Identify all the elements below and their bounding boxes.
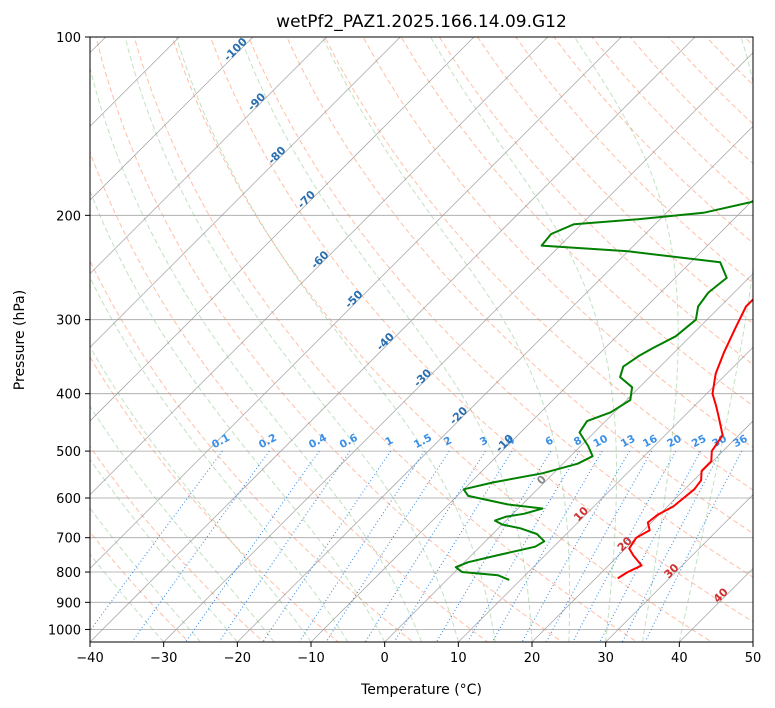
isotherm-line (310, 199, 753, 642)
y-axis-label: Pressure (hPa) (12, 290, 28, 390)
plot-frame (89, 36, 754, 643)
y-tick-label: 400 (56, 388, 81, 403)
dry-adiabat-line (438, 37, 753, 366)
dewpoint-profile-line (454, 199, 753, 581)
dry-adiabat-line (286, 37, 753, 534)
isotherm-line (163, 52, 753, 642)
dry-adiabat-line (171, 37, 713, 642)
moist-adiabat-line (239, 37, 533, 642)
dry-adiabat-line (362, 37, 753, 449)
mixing-ratio-line (393, 450, 513, 642)
isotherm-line (90, 37, 254, 201)
isotherm-line (605, 494, 753, 642)
mixing-ratio-line (644, 450, 743, 642)
isotherm-line (90, 37, 622, 569)
y-tick-label: 200 (56, 209, 81, 224)
moist-adiabat-line (90, 458, 238, 642)
x-tick-label: 40 (671, 651, 688, 666)
isotherm-line (384, 273, 753, 642)
x-tick-label: −10 (297, 651, 324, 666)
mixing-ratio-line (491, 450, 603, 642)
isotherm-line (90, 37, 475, 422)
isotherm-line (236, 125, 753, 642)
dry-adiabat-line (90, 445, 265, 642)
moist-adiabat-line (90, 276, 349, 642)
dry-adiabat-line (90, 150, 489, 642)
x-tick-label: 20 (524, 651, 541, 666)
moist-adiabat-line (90, 189, 386, 642)
dry-adiabat-line (553, 37, 753, 244)
dry-adiabat-line (667, 37, 753, 125)
dry-adiabat-line (133, 37, 638, 642)
mixing-ratio-line (90, 450, 223, 632)
y-tick-label: 700 (56, 532, 81, 547)
moist-adiabat-line (430, 37, 617, 642)
x-tick-label: 30 (597, 651, 614, 666)
x-tick-label: −30 (150, 651, 177, 666)
mixing-ratio-line (262, 450, 392, 642)
y-tick-label: 500 (56, 445, 81, 460)
mixing-ratio-line (521, 450, 630, 642)
y-tick-label: 800 (56, 566, 81, 581)
y-tick-label: 100 (56, 31, 81, 46)
temperature-profile-line (617, 298, 753, 580)
y-tick-label: 300 (56, 314, 81, 329)
dry-adiabat-line (248, 37, 753, 578)
dry-adiabat-line (477, 37, 753, 325)
x-tick-label: 0 (381, 651, 389, 666)
isotherm-line (90, 37, 180, 127)
x-tick-label: 50 (745, 651, 762, 666)
isotherm-line (90, 37, 696, 642)
y-tick-label: 1000 (48, 623, 81, 638)
x-tick-label: 10 (450, 651, 467, 666)
axes: −40 −30 −20 −10 0 10 20 30 40 50 100 200 300 400 500 60… (48, 31, 761, 666)
x-axis-label: Temperature (°C) (360, 682, 482, 698)
isotherm-line (90, 37, 549, 496)
moist-adiabat-line (90, 345, 312, 642)
y-tick-label: 900 (56, 596, 81, 611)
moist-adiabat-line (175, 37, 496, 642)
moist-adiabat-line (573, 37, 679, 642)
dry-adiabat-line (324, 37, 753, 491)
dry-adiabat-line (95, 37, 564, 642)
moist-adiabat-line (90, 553, 165, 642)
dry-adiabat-line (209, 37, 753, 623)
mixing-ratio-line (466, 450, 580, 642)
mixing-ratio-line (545, 450, 653, 642)
isotherm-line (90, 37, 328, 275)
x-tick-label: −20 (224, 651, 251, 666)
mixing-ratio-line (218, 450, 351, 642)
moist-adiabat-line (90, 507, 201, 642)
isotherm-line (90, 37, 401, 348)
dry-adiabat-line (591, 37, 753, 204)
moist-adiabat-line (90, 65, 422, 642)
moist-adiabat-line (90, 405, 275, 642)
x-tick-label: −40 (76, 651, 103, 666)
moist-adiabat-line (124, 37, 459, 642)
mixing-ratio-line (572, 450, 677, 642)
y-tick-label: 600 (56, 492, 81, 507)
mixing-ratio-line (364, 450, 486, 642)
isotherm-line (457, 346, 753, 642)
moist-adiabat-line (321, 37, 571, 642)
chart-title: wetPf2_PAZ1.2025.166.14.09.G12 (276, 12, 567, 32)
isotherm-line (531, 420, 753, 642)
